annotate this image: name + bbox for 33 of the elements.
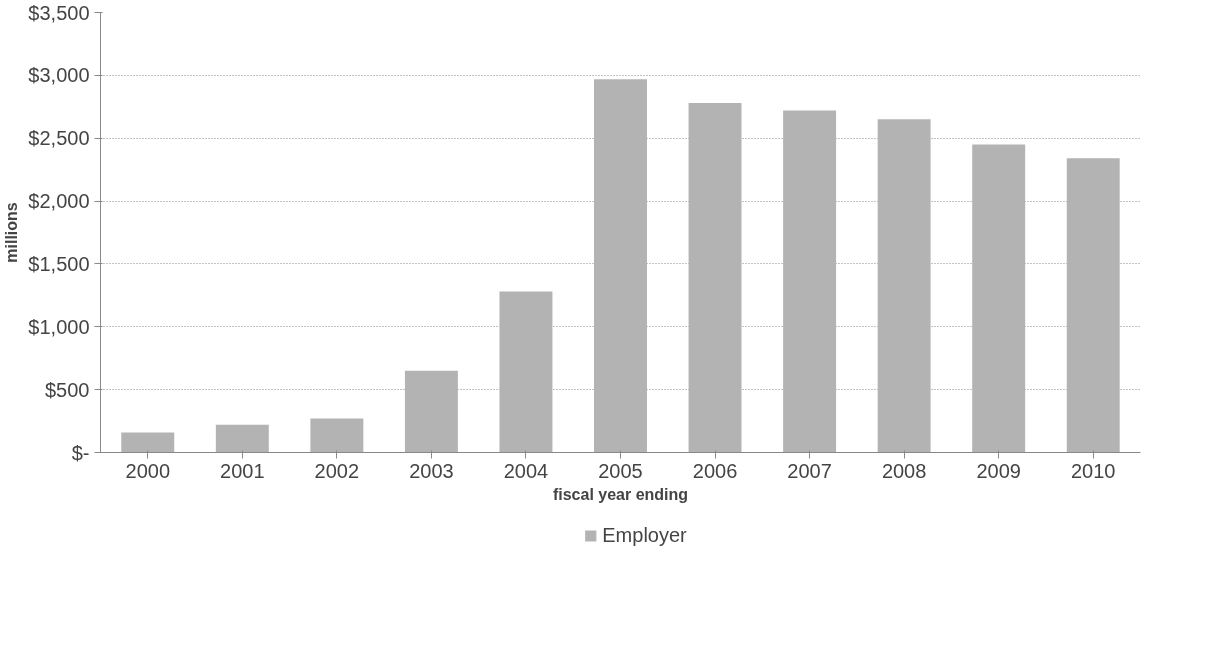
y-tick-label: $2,500 <box>28 127 90 150</box>
y-tick-label: $3,000 <box>28 64 90 87</box>
y-tick-label: $2,000 <box>28 190 90 213</box>
bar <box>877 119 931 453</box>
x-tick-label: 2007 <box>787 459 832 482</box>
x-tick-label: 2004 <box>503 459 549 482</box>
x-tick-label: 2001 <box>220 459 265 482</box>
bar <box>688 103 742 453</box>
x-tick-label: 2008 <box>881 459 927 482</box>
x-tick-label: 2009 <box>976 459 1021 482</box>
x-axis-title: fiscal year ending <box>552 485 689 503</box>
bar <box>499 291 553 453</box>
y-tick-label: $500 <box>45 378 90 401</box>
bar <box>215 424 269 453</box>
y-tick-label: $1,500 <box>28 252 90 275</box>
bar <box>594 79 647 453</box>
bar <box>121 432 175 453</box>
y-tick-label: $3,500 <box>28 1 90 24</box>
bar <box>783 110 837 453</box>
x-tick-label: 2002 <box>314 459 360 482</box>
bar <box>1066 158 1120 453</box>
x-tick-label: 2010 <box>1070 459 1116 482</box>
legend-label: Employer <box>602 523 687 547</box>
bar <box>404 370 458 453</box>
y-tick-label: $1,000 <box>28 315 90 338</box>
bar <box>972 144 1026 453</box>
bar <box>310 418 364 453</box>
y-tick-label: $- <box>71 441 90 464</box>
x-tick-label: 2006 <box>692 459 738 482</box>
y-axis-title: millions <box>3 202 21 263</box>
x-tick-label: 2000 <box>125 459 171 482</box>
x-tick-label: 2003 <box>409 459 454 482</box>
x-tick-label: 2005 <box>598 459 643 482</box>
